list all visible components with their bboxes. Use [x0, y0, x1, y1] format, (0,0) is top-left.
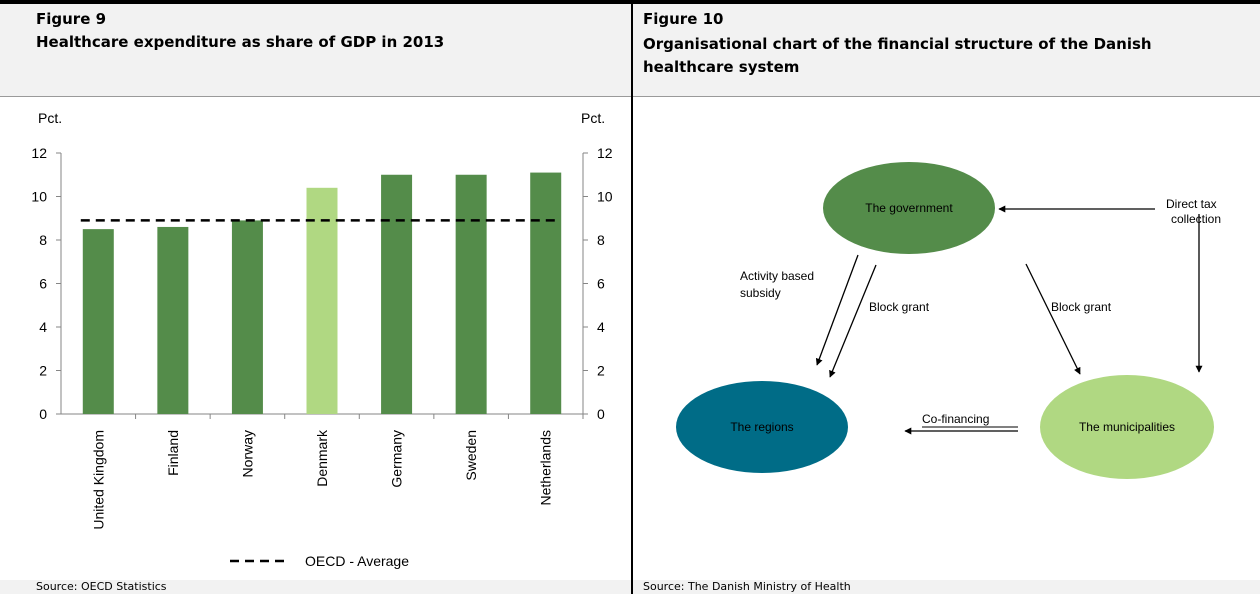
- bar-finland: [157, 226, 189, 414]
- y-tick-label-right: 2: [597, 363, 605, 379]
- x-tick-label: United Kingdom: [90, 430, 106, 530]
- y-tick-label-right: 4: [597, 319, 605, 335]
- figure-10-source-text: Source: The Danish Ministry of Health: [643, 580, 851, 593]
- bar-united-kingdom: [82, 229, 114, 414]
- y-tick-label-right: 10: [597, 189, 613, 205]
- x-tick-label: Finland: [165, 430, 181, 476]
- bar-germany: [381, 174, 413, 414]
- y-tick-label-left: 0: [39, 406, 47, 422]
- figure-9-header: Figure 9 Healthcare expenditure as share…: [0, 4, 631, 97]
- y-axis-right-label: Pct.: [581, 110, 605, 126]
- y-tick-label-left: 10: [31, 189, 47, 205]
- activity-subsidy-arrow: [815, 254, 859, 366]
- bar-chart: Pct. Pct. 0 0 2 2 4 4 6 6 8 8 10 10 12 12 United King…: [31, 110, 613, 569]
- block-grant-regions-label: Block grant: [869, 300, 930, 314]
- top-rule: [0, 0, 1260, 4]
- x-tick-label: Norway: [239, 430, 255, 477]
- block-grant-regions-arrow: [829, 264, 877, 378]
- figure-9-panel: Figure 9 Healthcare expenditure as share…: [0, 4, 631, 594]
- y-tick-label-right: 12: [597, 145, 613, 161]
- panel-divider: [631, 4, 633, 594]
- x-tick-label: Denmark: [314, 429, 330, 487]
- figure-9-label: Figure 9: [36, 10, 107, 28]
- bar-sweden: [455, 174, 487, 414]
- bar-norway: [231, 220, 263, 414]
- figure-10-panel: Figure 10 Organisational chart of the fi…: [633, 4, 1260, 594]
- legend: OECD - Average: [230, 553, 409, 569]
- bar-netherlands: [530, 172, 562, 414]
- x-tick-label: Sweden: [463, 430, 479, 481]
- activity-subsidy-label-2: subsidy: [740, 286, 781, 300]
- block-grant-municipalities-arrow: [1025, 263, 1081, 375]
- figure-10-source: Source: The Danish Ministry of Health: [633, 580, 1260, 594]
- cofinancing-label: Co-financing: [922, 412, 989, 426]
- y-tick-label-left: 12: [31, 145, 47, 161]
- block-grant-municipalities-label: Block grant: [1051, 300, 1112, 314]
- x-tick-label: Netherlands: [538, 430, 554, 506]
- municipalities-node: [1040, 375, 1214, 479]
- figure-10-label: Figure 10: [643, 10, 724, 28]
- y-tick-label-left: 8: [39, 232, 47, 248]
- government-label: The government: [865, 201, 953, 215]
- bar-denmark: [306, 187, 338, 414]
- direct-tax-label-1: Direct tax: [1166, 197, 1217, 211]
- y-tick-label-right: 8: [597, 232, 605, 248]
- y-tick-label-right: 6: [597, 276, 605, 292]
- government-node: [823, 162, 995, 254]
- figure-9-title: Healthcare expenditure as share of GDP i…: [36, 33, 445, 51]
- y-axis-left-label: Pct.: [38, 110, 62, 126]
- figure-9-source: Source: OECD Statistics: [0, 580, 631, 594]
- legend-label: OECD - Average: [305, 553, 409, 569]
- y-tick-label-right: 0: [597, 406, 605, 422]
- org-chart: The government The regions The municipal…: [676, 162, 1221, 479]
- x-tick-label: Germany: [389, 430, 405, 488]
- y-tick-label-left: 2: [39, 363, 47, 379]
- direct-tax-label-2: collection: [1171, 212, 1221, 226]
- y-tick-label-left: 4: [39, 319, 47, 335]
- regions-node: [676, 381, 848, 473]
- figure-9-source-text: Source: OECD Statistics: [36, 580, 167, 593]
- activity-subsidy-label-1: Activity based: [740, 269, 814, 283]
- municipalities-label: The municipalities: [1079, 420, 1175, 434]
- figure-10-header: Figure 10 Organisational chart of the fi…: [633, 4, 1260, 97]
- regions-label: The regions: [730, 420, 793, 434]
- figure-10-title: Organisational chart of the financial st…: [643, 35, 1152, 76]
- y-tick-label-left: 6: [39, 276, 47, 292]
